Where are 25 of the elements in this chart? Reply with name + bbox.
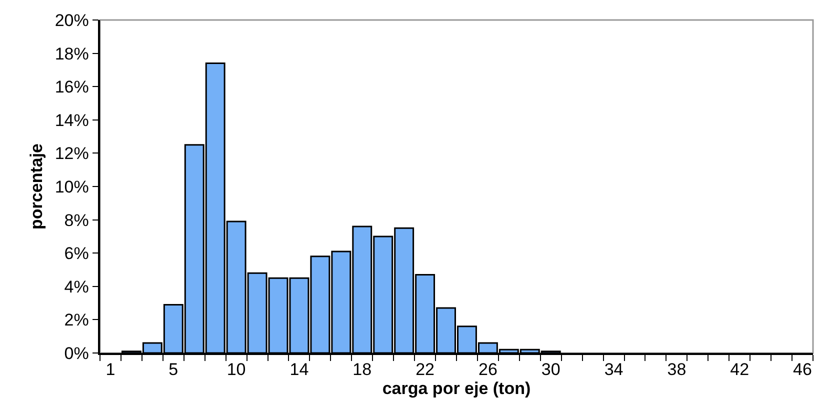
x-tick-label: 34 — [604, 360, 624, 380]
x-tick-label: 30 — [541, 360, 560, 380]
y-tick-label: 18% — [54, 44, 89, 64]
y-tick-label: 20% — [54, 10, 89, 30]
x-tick-label: 26 — [478, 360, 498, 380]
y-tick-label: 14% — [54, 110, 89, 130]
y-tick-label: 2% — [64, 310, 89, 330]
x-tick-label: 14 — [290, 360, 309, 380]
y-tick-label: 0% — [64, 344, 89, 363]
y-tick-label: 16% — [54, 78, 89, 97]
y-tick-label: 12% — [54, 144, 89, 164]
y-tick-label: 4% — [64, 277, 89, 296]
y-tick-label: 10% — [54, 177, 89, 196]
y-tick-label: 8% — [64, 210, 89, 230]
y-axis-title: porcentaje — [26, 144, 46, 230]
x-axis-title: carga por eje (ton) — [382, 379, 531, 398]
x-tick-label: 5 — [168, 360, 178, 380]
x-tick-label: 10 — [226, 360, 246, 380]
x-tick-label: 1 — [106, 360, 116, 380]
x-tick-label: 22 — [416, 360, 434, 380]
y-tick-label: 6% — [64, 244, 89, 264]
x-tick-label: 42 — [730, 360, 750, 380]
x-tick-label: 18 — [352, 360, 372, 380]
x-tick-label: 38 — [667, 360, 686, 380]
x-tick-label: 46 — [793, 360, 812, 380]
